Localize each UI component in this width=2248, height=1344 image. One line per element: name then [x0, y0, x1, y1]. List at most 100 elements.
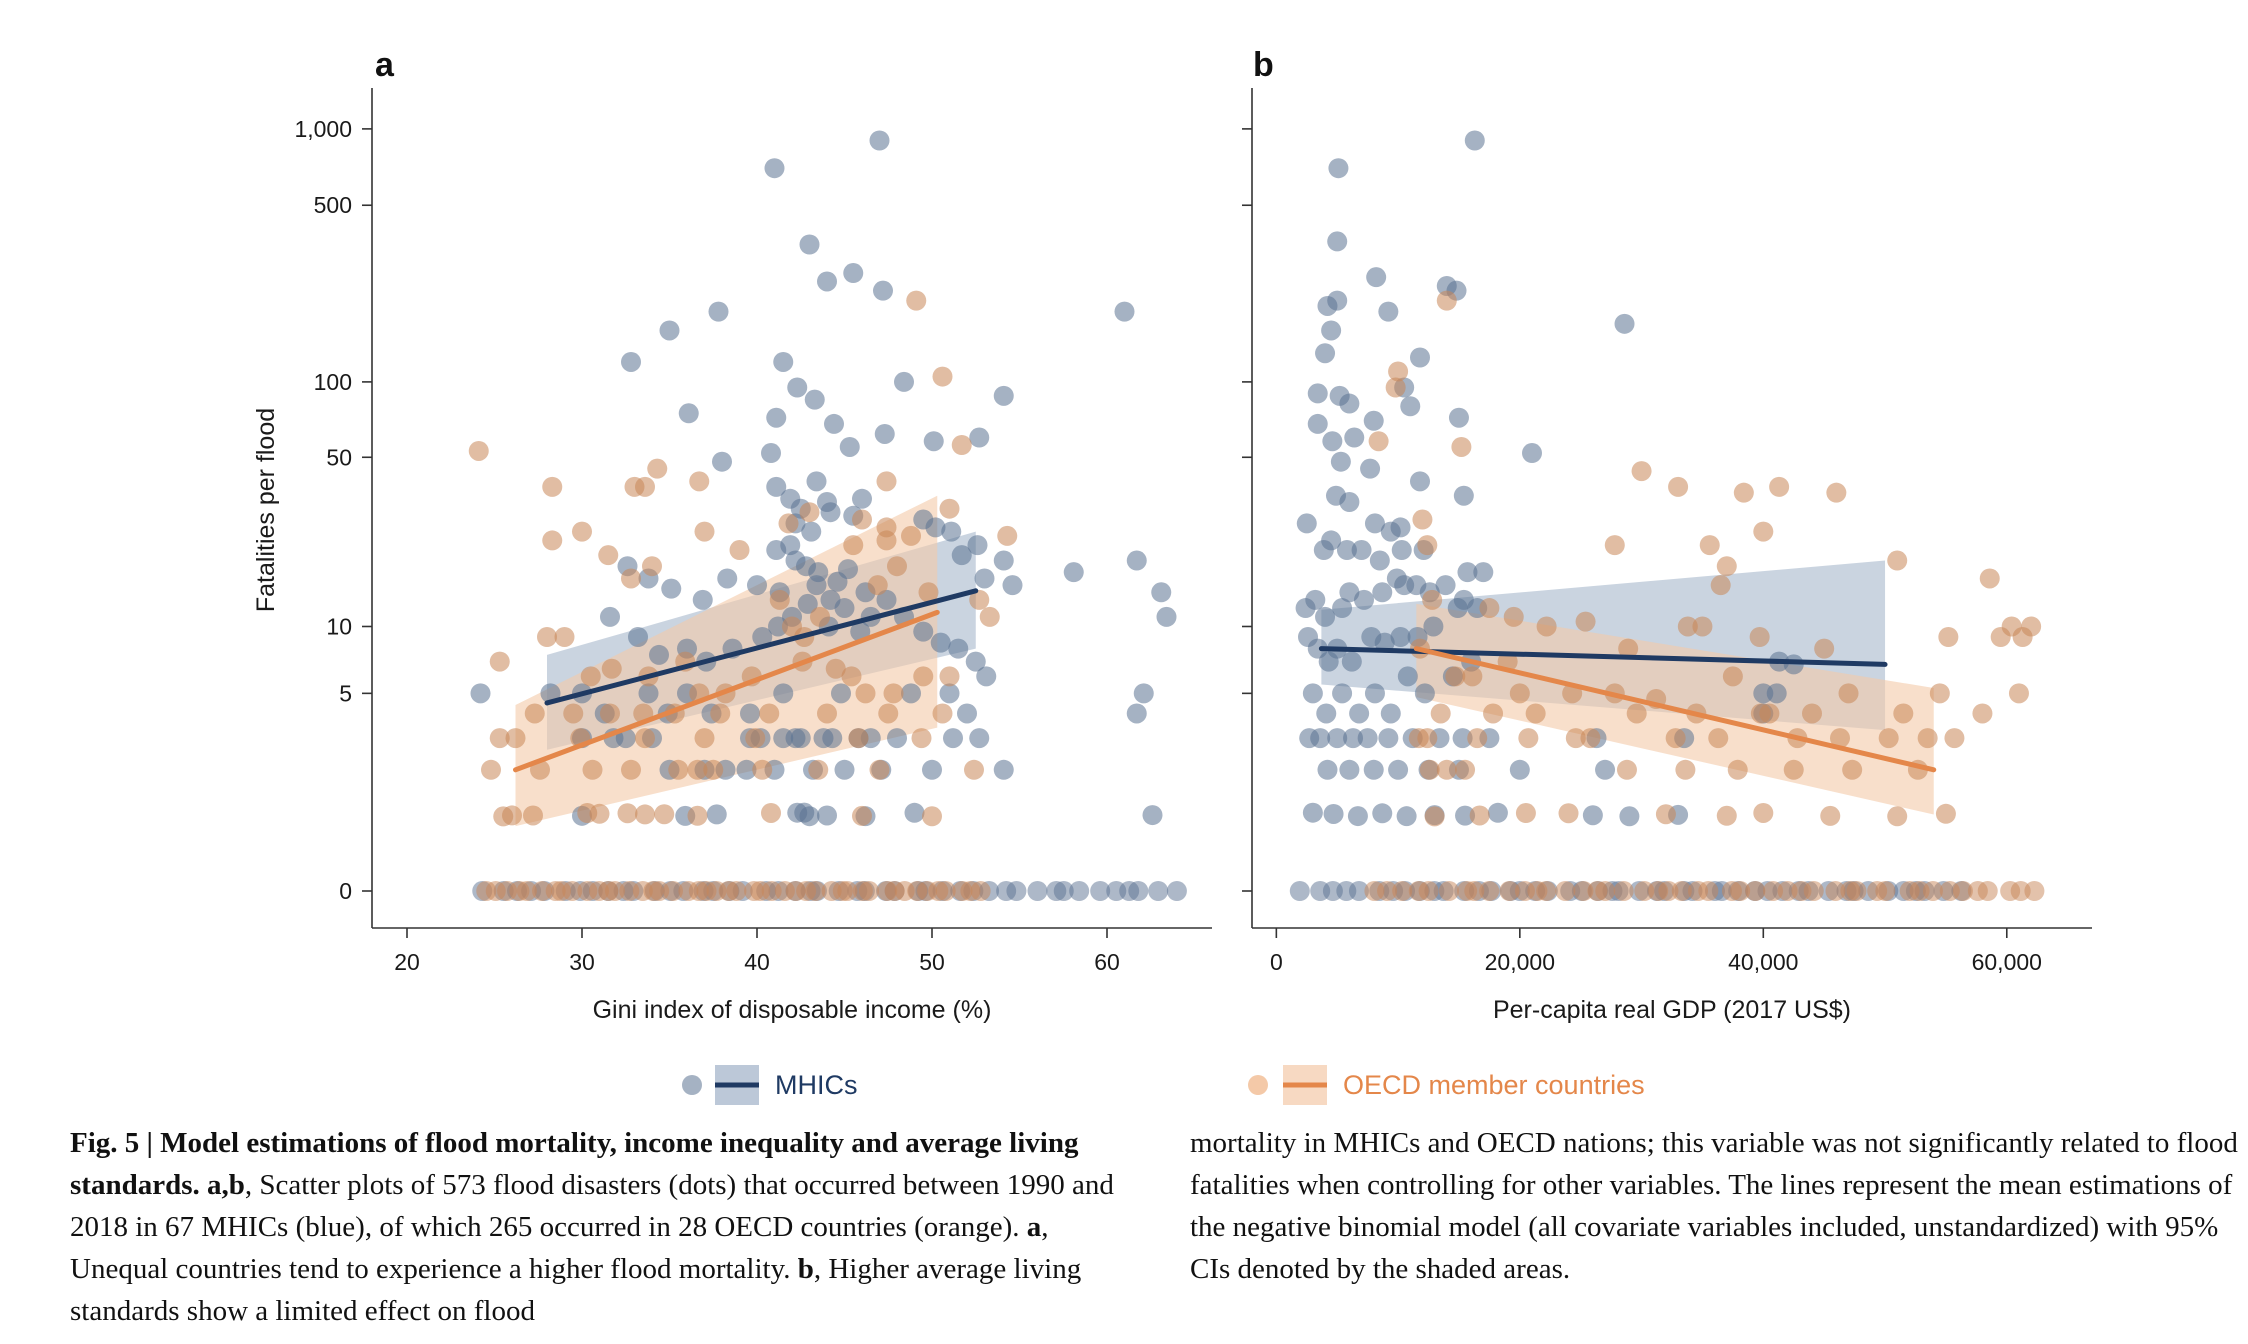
point-mhic [761, 443, 781, 464]
point-oecd [1479, 598, 1500, 619]
point-oecd [589, 803, 610, 824]
caption-fig-label: Fig. 5 | Model estimations of flood mort… [70, 1127, 1079, 1201]
point-oecd-zero [1499, 881, 1520, 901]
point-mhic [922, 759, 942, 780]
point-oecd [1699, 535, 1720, 556]
point-oecd [1419, 759, 1440, 780]
point-oecd [1708, 728, 1729, 749]
point-oecd [1750, 703, 1771, 724]
point-oecd [867, 575, 888, 596]
x-tick-label: 60 [1094, 949, 1120, 975]
point-mhic [1363, 759, 1384, 780]
point-oecd [1917, 728, 1938, 749]
x-tick-label: 50 [919, 949, 945, 975]
fit-line-oecd [1413, 646, 1937, 773]
point-oecd [887, 556, 907, 577]
point-oecd [848, 728, 869, 749]
panel-b: b 0 20,000 40,000 60,000 Per-capita real GDP … [1242, 46, 2092, 1024]
point-mhic [993, 385, 1014, 406]
point-mhic [766, 540, 787, 561]
point-oecd-zero [1803, 881, 1824, 901]
point-mhic [1339, 393, 1360, 414]
point-oecd [932, 703, 953, 724]
point-mhic [1391, 540, 1412, 561]
series-mhic-points [1289, 130, 1972, 901]
point-mhic [904, 802, 925, 823]
y-tick-label: 100 [314, 369, 352, 395]
point-mhic [785, 550, 806, 571]
point-oecd [1749, 627, 1770, 647]
caption-part-4: mortality in MHICs and OECD nations; thi… [1190, 1127, 2238, 1285]
point-mhic [1126, 550, 1147, 571]
point-mhic [957, 703, 977, 724]
point-mhic [808, 562, 829, 583]
point-oecd [1716, 805, 1737, 826]
point-mhic [600, 606, 620, 627]
point-mhic [1322, 431, 1343, 452]
caption-b-label: b [797, 1253, 814, 1285]
point-oecd [1675, 759, 1696, 780]
point-mhic [1372, 803, 1393, 824]
point-oecd [1668, 476, 1689, 497]
point-mhic [1327, 231, 1348, 252]
point-mhic [764, 158, 785, 179]
x-axis-title: Gini index of disposable income (%) [593, 996, 992, 1024]
point-mhic [801, 521, 822, 542]
point-mhic [1341, 651, 1362, 672]
point-oecd-zero [1875, 881, 1896, 901]
point-oecd [1783, 759, 1804, 780]
point-mhic [766, 407, 787, 428]
x-tick-label: 20,000 [1485, 949, 1555, 975]
x-tick-label: 40 [744, 949, 770, 975]
point-oecd [1878, 728, 1899, 749]
caption-column-2: mortality in MHICs and OECD nations; thi… [1190, 1122, 2248, 1290]
point-oecd [502, 805, 522, 826]
point-mhic [993, 550, 1014, 571]
point-mhic [470, 683, 491, 704]
point-oecd [1368, 431, 1389, 452]
point-mhic [659, 320, 680, 341]
point-mhic [1307, 413, 1328, 434]
point-oecd [1979, 568, 2000, 589]
point-oecd [668, 759, 689, 780]
point-oecd [1814, 638, 1835, 659]
point-mhic [1397, 666, 1418, 687]
x-tick-label: 40,000 [1728, 949, 1798, 975]
point-mhic [736, 759, 757, 780]
point-mhic [1372, 582, 1393, 603]
point-mhic-zero [1069, 881, 1090, 901]
point-oecd [843, 535, 864, 556]
point-mhic [1343, 728, 1364, 749]
legend-oecd-label: OECD member countries [1343, 1070, 1645, 1100]
point-oecd-zero [1418, 881, 1439, 901]
legend-mhic-dot [682, 1075, 702, 1095]
point-oecd [906, 290, 927, 311]
point-oecd [580, 666, 601, 687]
point-mhic [1522, 443, 1542, 464]
point-oecd [964, 759, 984, 780]
point-mhic [1582, 805, 1603, 826]
point-mhic [1423, 616, 1444, 637]
point-oecd [601, 658, 622, 679]
point-oecd [1436, 759, 1457, 780]
point-mhic [799, 234, 820, 255]
point-oecd [621, 568, 641, 589]
point-mhic [752, 627, 773, 647]
point-mhic [813, 728, 834, 749]
point-mhic [794, 802, 815, 823]
point-mhic [1349, 703, 1370, 724]
point-oecd [1830, 728, 1850, 749]
y-tick-label: 1,000 [294, 116, 352, 142]
point-oecd [2008, 683, 2029, 704]
point-oecd-zero [649, 881, 670, 901]
point-oecd [489, 728, 510, 749]
point-oecd [841, 666, 862, 687]
point-oecd [1972, 703, 1993, 724]
x-axis-title: Per-capita real GDP (2017 US$) [1493, 996, 1851, 1024]
point-oecd [1509, 683, 1530, 704]
point-oecd [1802, 703, 1822, 724]
point-mhic [943, 728, 963, 749]
point-oecd-zero [1977, 881, 1998, 901]
y-tick-label: 0 [339, 878, 352, 904]
point-oecd [582, 759, 603, 780]
